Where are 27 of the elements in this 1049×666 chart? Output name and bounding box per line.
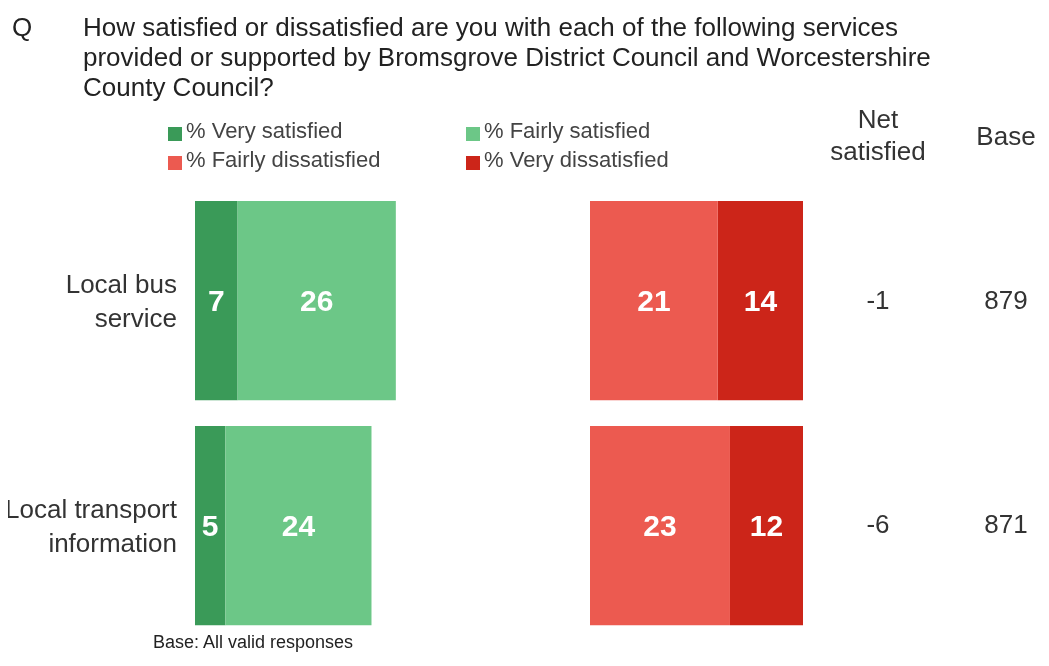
data-label: 14: [743, 284, 778, 318]
data-label: 12: [749, 509, 784, 543]
data-label: 23: [643, 509, 677, 543]
text: -6: [865, 509, 891, 540]
data-label: 21: [637, 284, 671, 318]
text: Net satisfied: [829, 103, 927, 167]
bar: [195, 201, 238, 401]
legend-label: % Very satisfied: [186, 118, 344, 144]
data-label: 7: [207, 284, 225, 318]
text: How satisfied or dissatisfied are you with each of the following services provided or supported by Bromsgrove District Council and Worcestershire County Council?: [83, 12, 932, 102]
y-tick-label: Local bus service: [65, 268, 177, 333]
text: 871: [983, 509, 1029, 540]
legend-label: % Fairly satisfied: [484, 118, 652, 144]
annotation: Base: All valid responses: [153, 632, 354, 653]
legend-label: % Fairly dissatisfied: [186, 147, 382, 173]
bar: [195, 426, 226, 626]
y-tick-label: Local transport information: [5, 493, 178, 558]
text: 879: [983, 285, 1029, 316]
legend-label: % Very dissatisfied: [484, 147, 670, 173]
bar: [225, 426, 372, 626]
data-label: 26: [300, 284, 334, 318]
text: -1: [865, 285, 891, 316]
data-label: 5: [201, 509, 219, 543]
text: Q: [12, 12, 33, 43]
text: Base: [975, 120, 1037, 152]
bar: [237, 201, 396, 401]
data-label: 24: [281, 509, 316, 543]
